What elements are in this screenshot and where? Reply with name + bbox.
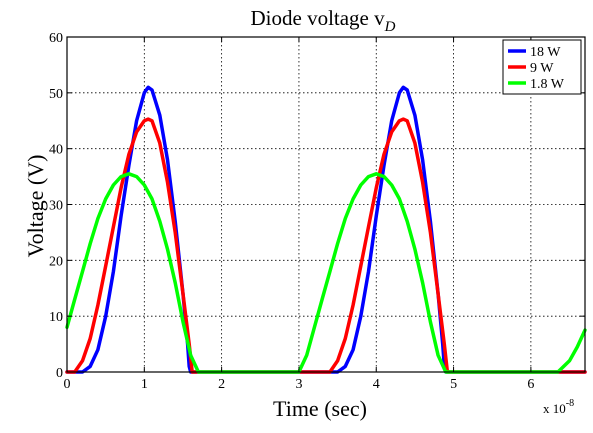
x-tick-label: 2 xyxy=(218,377,225,392)
legend-label-9-w: 9 W xyxy=(530,61,554,76)
chart-title: Diode voltage vD xyxy=(251,6,396,35)
x-multiplier-base: x 10 xyxy=(543,401,566,416)
y-tick-label: 50 xyxy=(49,87,63,102)
x-tick-label: 3 xyxy=(295,377,302,392)
x-tick-label: 4 xyxy=(373,377,380,392)
series-line-1-8-w xyxy=(65,172,587,374)
x-tick-label: 6 xyxy=(527,377,534,392)
legend-label-18-w: 18 W xyxy=(530,45,561,60)
x-tick-label: 5 xyxy=(450,377,457,392)
x-multiplier-exponent: -8 xyxy=(566,398,574,409)
axis-ticks xyxy=(66,36,585,373)
y-tick-label: 30 xyxy=(49,199,63,214)
legend-label-1-8-w: 1.8 W xyxy=(530,77,565,92)
x-axis-multiplier: x 10-8 xyxy=(543,398,574,416)
chart-title-subscript: D xyxy=(384,19,396,35)
x-axis-title: Time (sec) xyxy=(273,396,367,421)
y-tick-label: 0 xyxy=(56,366,63,381)
y-tick-label: 20 xyxy=(49,254,63,269)
legend: 18 W9 W1.8 W xyxy=(502,39,582,95)
y-tick-label: 60 xyxy=(49,31,63,46)
x-tick-label: 1 xyxy=(141,377,148,392)
chart-title-text: Diode voltage v xyxy=(251,6,386,30)
y-tick-label: 10 xyxy=(49,310,63,325)
y-axis-title: Voltage (V) xyxy=(23,155,48,258)
x-tick-label: 0 xyxy=(64,377,71,392)
y-tick-label: 40 xyxy=(49,143,63,158)
